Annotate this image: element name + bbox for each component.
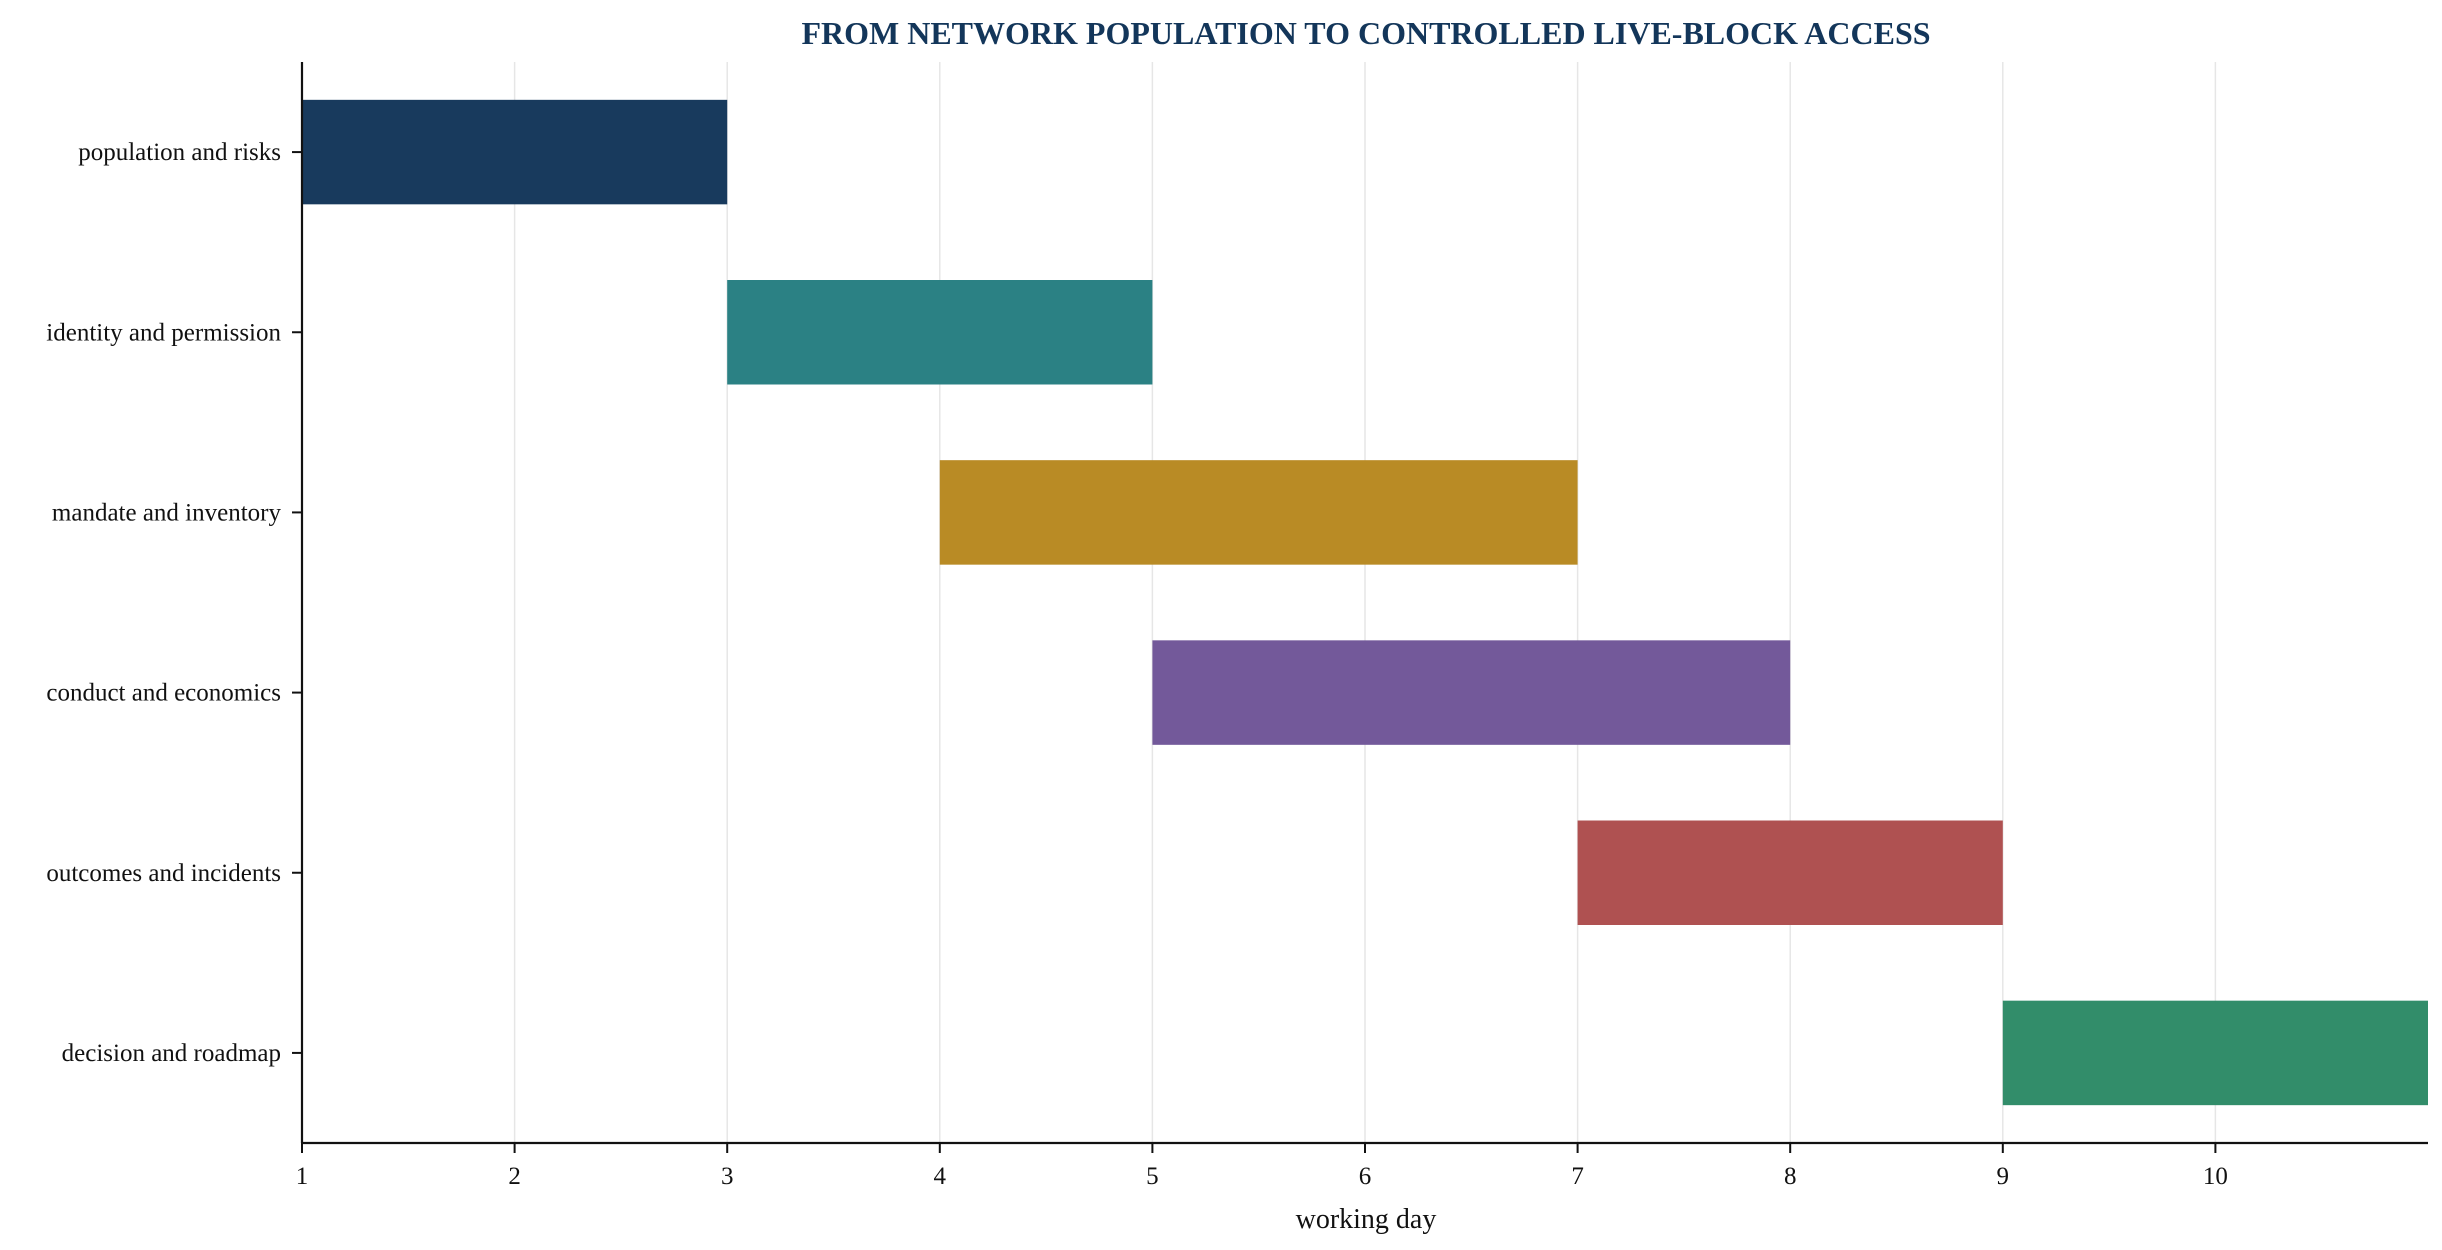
task-bar-6 [2002, 1000, 2428, 1106]
x-tick-label-6: 6 [1359, 1163, 1372, 1190]
task-bar-2 [727, 280, 1153, 385]
y-tick-label-2: identity and permission [46, 319, 281, 346]
x-tick-label-3: 3 [721, 1163, 734, 1190]
chart-title: FROM NETWORK POPULATION TO CONTROLLED LI… [801, 15, 1930, 51]
x-tick-label-2: 2 [508, 1163, 521, 1190]
task-bar-1 [302, 99, 728, 205]
x-tick-label-10: 10 [2203, 1163, 2228, 1190]
x-tick-label-5: 5 [1146, 1163, 1159, 1190]
y-ticks: population and risks identity and permiss… [46, 139, 302, 1067]
y-tick-label-4: conduct and economics [46, 680, 281, 707]
task-bar-3 [939, 460, 1578, 565]
x-tick-label-8: 8 [1784, 1163, 1797, 1190]
y-tick-label-6: decision and roadmap [62, 1040, 281, 1067]
task-bars [302, 99, 2428, 1106]
grid-lines [513, 62, 2217, 1143]
y-tick-label-5: outcomes and incidents [46, 860, 281, 887]
y-tick-label-1: population and risks [78, 139, 281, 166]
task-bar-5 [1577, 820, 2003, 925]
task-bar-4 [1152, 640, 1791, 745]
x-axis-label: working day [1296, 1204, 1437, 1235]
x-tick-label-9: 9 [1997, 1163, 2010, 1190]
x-ticks: 1 2 3 4 5 6 7 8 9 10 [296, 1143, 2228, 1190]
x-tick-label-4: 4 [934, 1163, 947, 1190]
x-tick-label-1: 1 [296, 1163, 309, 1190]
y-tick-label-3: mandate and inventory [52, 499, 282, 526]
x-tick-label-7: 7 [1571, 1163, 1584, 1190]
